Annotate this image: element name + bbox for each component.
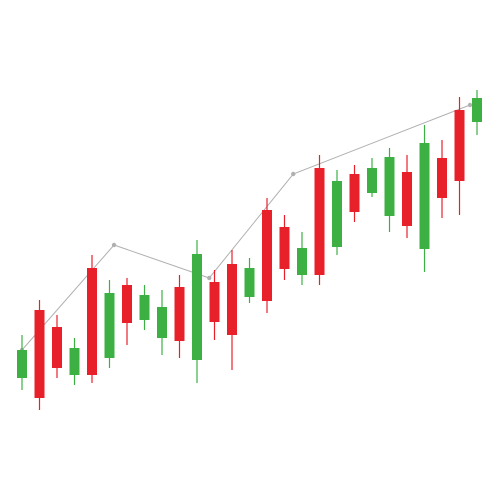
trend-point <box>291 171 296 177</box>
candle-body <box>121 285 132 323</box>
candle-body <box>472 98 483 122</box>
trend-point <box>207 275 212 281</box>
candle-body <box>86 268 97 375</box>
candle-body <box>69 348 80 375</box>
candle-body <box>244 268 255 297</box>
candle-body <box>174 287 185 341</box>
candle-body <box>279 227 290 269</box>
candle-body <box>139 295 150 320</box>
candle-body <box>314 168 325 275</box>
trend-point <box>467 102 473 108</box>
candle-body <box>51 327 62 368</box>
candle-body <box>437 158 448 198</box>
candle-body <box>454 110 465 181</box>
candle-body <box>104 293 115 358</box>
candle-body <box>192 254 203 360</box>
trend-point <box>111 242 117 248</box>
candle-body <box>209 282 220 322</box>
candle-body <box>16 350 27 378</box>
candle-body <box>262 210 273 301</box>
candle-body <box>349 174 360 212</box>
candle-body <box>34 310 45 398</box>
candle-body <box>367 168 378 193</box>
candle-body <box>297 248 308 275</box>
candle-body <box>227 264 238 335</box>
candle-body <box>156 307 167 338</box>
candle-body <box>419 143 430 249</box>
candle-body <box>384 157 395 216</box>
candle-body <box>332 181 343 247</box>
candle-body <box>402 172 413 226</box>
